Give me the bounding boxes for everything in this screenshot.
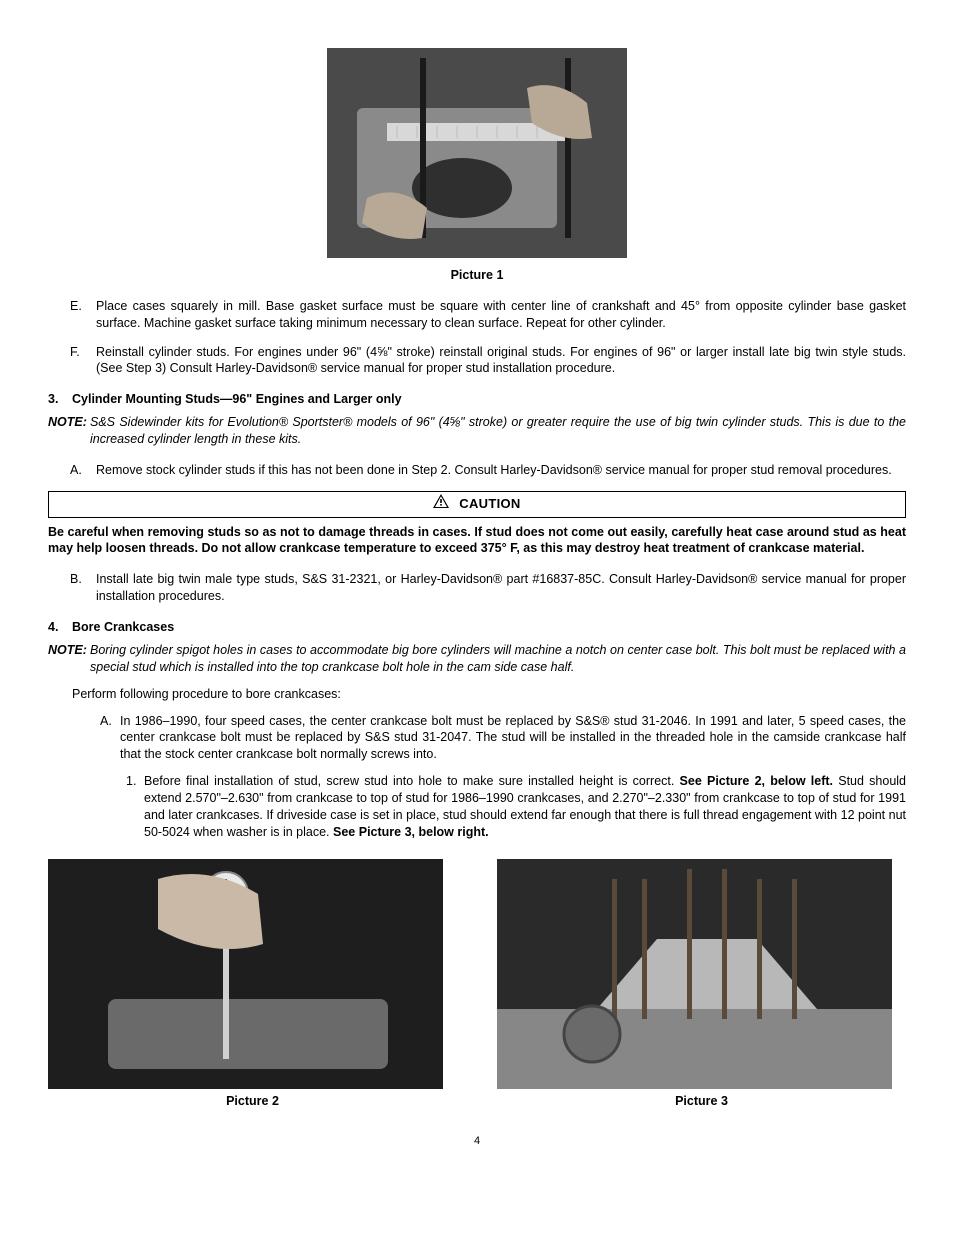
section-4-a1: 1. Before final installation of stud, sc… [144, 773, 906, 841]
section-4-a1-pre: Before final installation of stud, screw… [144, 774, 680, 788]
figure-1: Picture 1 [48, 48, 906, 284]
section-4-a-text: In 1986–1990, four speed cases, the cent… [120, 714, 906, 762]
section-4-a1-marker: 1. [126, 773, 136, 790]
section-3-heading: 3. Cylinder Mounting Studs—96" Engines a… [48, 391, 906, 408]
section-4-note-text: Boring cylinder spigot holes in cases to… [48, 642, 906, 676]
section-3-list-a: A. Remove stock cylinder studs if this h… [48, 462, 906, 479]
figure-3-image [497, 859, 892, 1089]
section-4-num: 4. [48, 619, 58, 636]
section-4-a-sublist: 1. Before final installation of stud, sc… [48, 773, 906, 841]
section-3-note: NOTE: S&S Sidewinder kits for Evolution®… [48, 414, 906, 448]
section-4-title: Bore Crankcases [72, 620, 174, 634]
list-e-f: E. Place cases squarely in mill. Base ga… [48, 298, 906, 378]
item-f: F. Reinstall cylinder studs. For engines… [96, 344, 906, 378]
section-4-a1-bold2: See Picture 3, below right. [333, 825, 489, 839]
figure-3: Picture 3 [497, 859, 906, 1110]
figure-1-caption: Picture 1 [48, 267, 906, 284]
item-e-text: Place cases squarely in mill. Base gaske… [96, 299, 906, 330]
figure-1-image [327, 48, 627, 258]
figure-2-caption: Picture 2 [48, 1093, 457, 1110]
section-4-intro: Perform following procedure to bore cran… [72, 686, 906, 703]
section-3-item-b: B. Install late big twin male type studs… [96, 571, 906, 605]
figure-2-image [48, 859, 443, 1089]
item-e: E. Place cases squarely in mill. Base ga… [96, 298, 906, 332]
section-3-note-label: NOTE: [48, 414, 87, 431]
section-4-note: NOTE: Boring cylinder spigot holes in ca… [48, 642, 906, 676]
figure-row: Picture 2 Picture 3 [48, 859, 906, 1110]
section-3-title: Cylinder Mounting Studs—96" Engines and … [72, 392, 402, 406]
figure-2: Picture 2 [48, 859, 457, 1110]
section-4-a-marker: A. [100, 713, 112, 730]
item-e-marker: E. [70, 298, 82, 315]
page-number: 4 [48, 1134, 906, 1149]
section-3-b-text: Install late big twin male type studs, S… [96, 572, 906, 603]
section-4-heading: 4. Bore Crankcases [48, 619, 906, 636]
item-f-marker: F. [70, 344, 80, 361]
section-3-item-a: A. Remove stock cylinder studs if this h… [96, 462, 906, 479]
section-4-item-a: A. In 1986–1990, four speed cases, the c… [120, 713, 906, 764]
figure-3-caption: Picture 3 [497, 1093, 906, 1110]
section-3-a-marker: A. [70, 462, 82, 479]
section-3-list-b: B. Install late big twin male type studs… [48, 571, 906, 605]
section-3-note-text: S&S Sidewinder kits for Evolution® Sport… [48, 414, 906, 448]
item-f-text: Reinstall cylinder studs. For engines un… [96, 345, 906, 376]
section-3-num: 3. [48, 391, 58, 408]
caution-text: Be careful when removing studs so as not… [48, 524, 906, 558]
warning-icon [433, 494, 449, 513]
caution-label: CAUTION [459, 496, 520, 511]
section-3-b-marker: B. [70, 571, 82, 588]
section-4-note-label: NOTE: [48, 642, 87, 659]
caution-bar: CAUTION [48, 491, 906, 518]
section-4-list: A. In 1986–1990, four speed cases, the c… [48, 713, 906, 764]
section-3-a-text: Remove stock cylinder studs if this has … [96, 463, 892, 477]
section-4-a1-bold1: See Picture 2, below left. [680, 774, 834, 788]
